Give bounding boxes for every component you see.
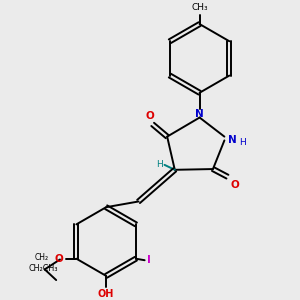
Text: O: O <box>146 111 154 122</box>
Text: H: H <box>239 138 246 147</box>
Text: CH₂CH₃: CH₂CH₃ <box>28 264 58 273</box>
Text: N: N <box>228 135 237 146</box>
Text: O: O <box>230 180 239 190</box>
Text: CH₂: CH₂ <box>34 254 49 262</box>
Text: N: N <box>195 109 204 119</box>
Text: I: I <box>146 255 150 265</box>
Text: H: H <box>156 160 163 169</box>
Text: CH₃: CH₃ <box>191 3 208 12</box>
Text: OH: OH <box>98 289 114 299</box>
Text: O: O <box>55 254 63 264</box>
